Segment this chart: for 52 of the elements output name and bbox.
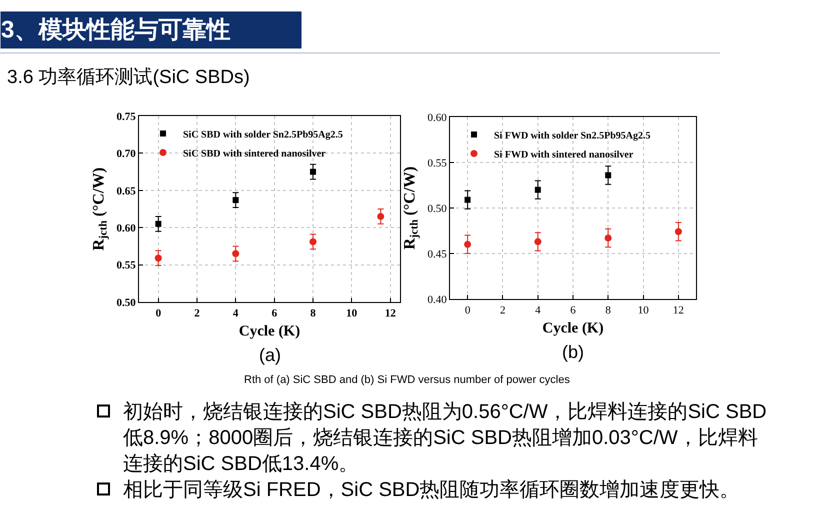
point [377,212,384,220]
legend-label: Si FWD with sintered nanosilver [494,149,634,160]
y-tick-label: 0.60 [116,222,136,234]
text: 3、模块性能与可靠性 [1,16,230,44]
x-tick-label: 4 [232,307,239,320]
x-tick-label: 10 [346,307,358,320]
text: 相比于同等级Si FRED，SiC SBD热阻随功率循环圈数增加速度更快。 [123,479,740,501]
point [604,234,612,242]
point [232,250,240,258]
y-tick-label: 0.75 [116,110,136,123]
x-tick-label: 8 [605,304,612,316]
y-tick-label: 0.50 [427,202,448,215]
text: 3.6 功率循环测试(SiC SBDs) [7,66,250,88]
y-tick-label: 0.45 [427,248,448,260]
y-tick-label: 0.65 [116,185,136,198]
y-tick-label: 0.55 [427,157,448,170]
x-axis-title: Cycle (K) [238,323,300,340]
point [464,240,472,248]
point [534,238,542,246]
x-tick-label: 6 [570,304,576,316]
text: (a) [259,345,281,365]
x-tick-label: 4 [535,304,542,316]
legend-label: Si FWD with solder Sn2.5Pb95Ag2.5 [494,130,651,142]
x-tick-label: 8 [310,307,316,320]
x-tick-label: 12 [672,304,684,316]
y-tick-label: 0.50 [116,296,136,309]
x-tick-label: 2 [500,304,506,316]
point [155,220,162,227]
x-tick-label: 6 [272,307,278,320]
y-tick-label: 0.55 [116,260,136,272]
x-tick-label: 12 [384,307,396,320]
point [310,168,316,175]
legend-label: SiC SBD with sintered nanosilver [183,148,326,160]
point [154,254,162,262]
y-tick-label: 0.70 [116,148,136,160]
point [310,238,316,246]
text: Rth of (a) SiC SBD and (b) Si FWD versus number of power cycles [244,374,570,386]
x-tick-label: 0 [156,307,162,320]
x-tick-label: 2 [194,307,200,320]
point [674,228,682,236]
point [534,186,541,193]
legend-label: SiC SBD with solder Sn2.5Pb95Ag2.5 [183,129,343,140]
text: 初始时，烧结银连接的SiC SBD热阻为0.56°C/W，比焊料连接的SiC SBD低8.9%；8000圈后，烧结银连接的SiC SBD热阻增加0.03°C/W，比焊料连接的SiC SBD低13.4%。 [123,401,767,475]
x-tick-label: 0 [464,304,471,316]
point [232,197,239,204]
x-axis-title: Cycle (K) [542,320,604,336]
point [464,196,471,203]
x-tick-label: 10 [638,304,650,316]
text: (b) [562,342,584,362]
y-tick-label: 0.40 [427,294,448,306]
y-tick-label: 0.60 [427,112,448,124]
point [605,172,612,178]
